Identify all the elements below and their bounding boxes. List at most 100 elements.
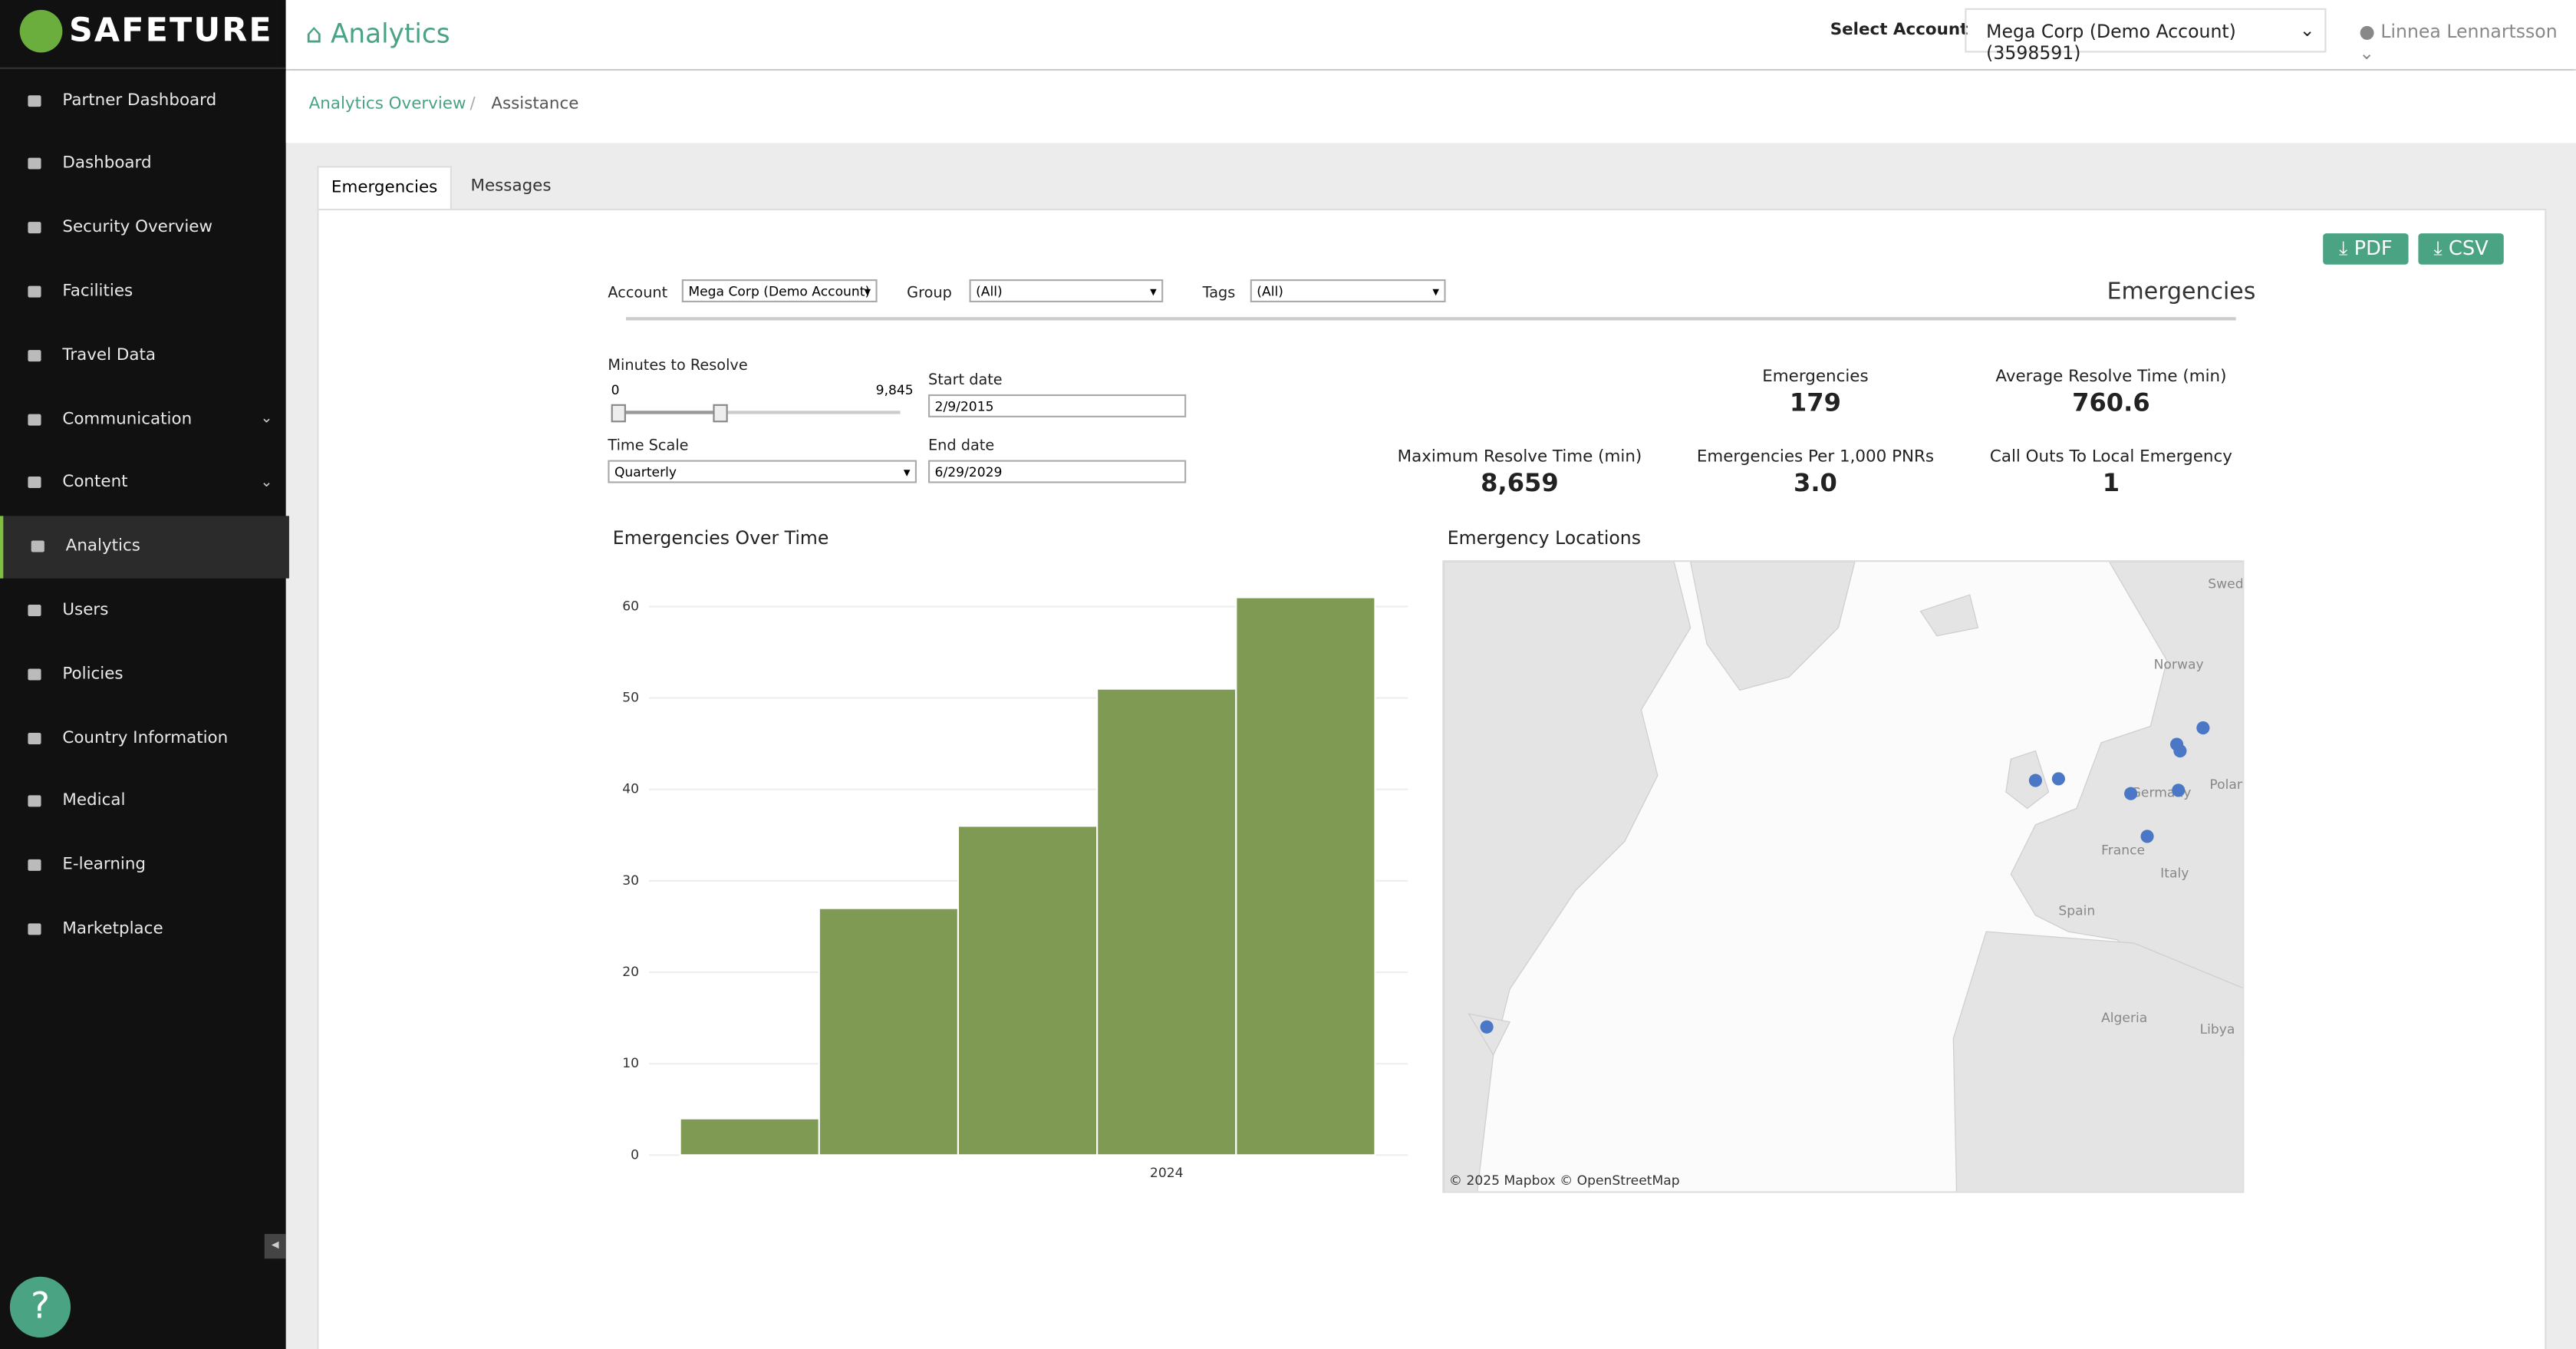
map-attribution: © 2025 Mapbox © OpenStreetMap: [1448, 1173, 1680, 1189]
nav-label: Users: [62, 601, 109, 620]
y-tick-label: 50: [622, 691, 639, 706]
markers: [1480, 721, 2210, 1034]
y-tick-label: 40: [622, 782, 639, 797]
nav-label: Medical: [62, 792, 126, 811]
separator: /: [469, 95, 476, 114]
nav-item[interactable]: Dashboard: [0, 133, 286, 195]
map-title: Emergency Locations: [1447, 527, 1642, 549]
tags-filter[interactable]: (All) ▾: [1250, 279, 1446, 302]
marker[interactable]: [2196, 721, 2210, 735]
nav-icon: [28, 158, 41, 170]
nav-item[interactable]: Partner Dashboard: [0, 69, 286, 131]
britain: [2005, 750, 2050, 810]
tab-active[interactable]: Emergencies: [317, 166, 452, 211]
map-canvas: [1444, 562, 2243, 1192]
marker[interactable]: [2172, 783, 2186, 797]
time-scale[interactable]: Quarterly ▾: [608, 460, 917, 483]
account-filter[interactable]: Mega Corp (Demo Account) ▾: [681, 279, 878, 302]
control-label: End date: [927, 438, 995, 456]
y-tick-label: 0: [631, 1147, 639, 1163]
nav-item[interactable]: Country Information: [0, 707, 286, 769]
nav-item[interactable]: Analytics: [0, 515, 289, 578]
tab-label: Messages: [470, 177, 552, 196]
collapse-button[interactable]: ◂: [264, 1234, 286, 1259]
marker[interactable]: [2124, 787, 2138, 800]
map-label: Sweden: [2208, 576, 2244, 592]
kpi-label: Emergencies: [1762, 368, 1869, 387]
filter-value: (All): [976, 284, 1003, 299]
land: [1444, 562, 2243, 1192]
nav-icon: [28, 477, 41, 489]
nav-item[interactable]: Communication ⌄: [0, 388, 286, 450]
control-label: Start date: [927, 373, 1003, 390]
csv-button[interactable]: ⤓ CSV: [2418, 233, 2504, 265]
filter-value: (All): [1257, 284, 1283, 299]
page-title: Analytics: [330, 18, 450, 50]
group-filter[interactable]: (All) ▾: [969, 279, 1164, 302]
breadcrumb-link[interactable]: Analytics Overview: [308, 95, 466, 114]
nav-label: Analytics: [65, 537, 140, 556]
kpi-value: 3.0: [1793, 468, 1837, 498]
marker[interactable]: [2051, 772, 2065, 786]
pdf-button[interactable]: ⤓ PDF: [2323, 233, 2409, 265]
marker[interactable]: [1480, 1020, 1494, 1034]
nav-item[interactable]: Medical: [0, 770, 286, 833]
marker[interactable]: [2028, 773, 2042, 787]
caret: ▾: [864, 284, 871, 299]
iceland: [1919, 594, 1979, 637]
filter-label: Group: [907, 285, 952, 302]
account-select[interactable]: Mega Corp (Demo Account) (3598591) ⌄: [1965, 8, 2327, 64]
kpi-value: 8,659: [1481, 468, 1559, 498]
user-menu[interactable]: ● Linnea Lennartsson ⌄: [2359, 21, 2558, 64]
kpi-label: Average Resolve Time (min): [1995, 368, 2227, 387]
nav-item[interactable]: E-learning: [0, 834, 286, 896]
page-title-wrap: ⌂ Analytics: [305, 18, 450, 50]
divider: [625, 317, 2236, 321]
select-label: Select Account: [1830, 21, 1968, 40]
map-label: Libya: [2199, 1021, 2235, 1037]
nav-item[interactable]: Content ⌄: [0, 451, 286, 513]
nav-item[interactable]: Facilities: [0, 260, 286, 322]
nav-icon: [31, 540, 44, 552]
nav-item[interactable]: Marketplace: [0, 898, 286, 960]
date-value: 6/29/2029: [934, 464, 1003, 480]
nav-icon: [28, 604, 41, 616]
nav-item[interactable]: Security Overview: [0, 196, 286, 259]
scale-value: Quarterly: [614, 464, 677, 480]
logo[interactable]: SAFETURE: [68, 9, 273, 50]
filter-label: Tags: [1202, 285, 1236, 302]
end-date[interactable]: 6/29/2029: [927, 460, 1187, 483]
user-name: Linnea Lennartsson: [2380, 21, 2558, 43]
breadcrumb-current: Assistance: [491, 95, 579, 114]
nav-icon: [28, 349, 41, 361]
tab[interactable]: Messages: [453, 166, 568, 209]
kpi-label: Call Outs To Local Emergency: [1989, 448, 2232, 467]
nav-label: Travel Data: [62, 346, 156, 364]
map-label: Norway: [2153, 657, 2204, 672]
map-label: Algeria: [2101, 1010, 2148, 1026]
y-tick-label: 10: [622, 1056, 639, 1071]
slider-handle[interactable]: [611, 404, 626, 423]
help-button[interactable]: ?: [9, 1276, 71, 1338]
nav-item[interactable]: Users: [0, 579, 286, 642]
nav-item[interactable]: Policies: [0, 643, 286, 705]
marker[interactable]: [2173, 744, 2187, 758]
africa: [1952, 931, 2243, 1192]
marker[interactable]: [2140, 830, 2154, 843]
north-america: [1444, 562, 1692, 1192]
nav-label: Policies: [62, 665, 124, 684]
slider-handle[interactable]: [713, 404, 728, 423]
map-label: Italy: [2160, 866, 2189, 881]
nav-icon: [28, 285, 41, 298]
slider-min: 0: [611, 382, 620, 398]
start-date[interactable]: 2/9/2015: [927, 394, 1187, 417]
nav-label: Communication: [62, 410, 193, 428]
caret: ⌄: [2299, 19, 2315, 41]
nav-item[interactable]: Travel Data: [0, 324, 286, 386]
filter-value: Mega Corp (Demo Account): [688, 284, 871, 299]
y-tick-label: 20: [622, 965, 639, 980]
map[interactable]: SwedenNorwayPolandGermanyFranceItalySpai…: [1442, 560, 2245, 1193]
filter-label: Account: [608, 285, 668, 302]
cuba: [1468, 1013, 1511, 1057]
